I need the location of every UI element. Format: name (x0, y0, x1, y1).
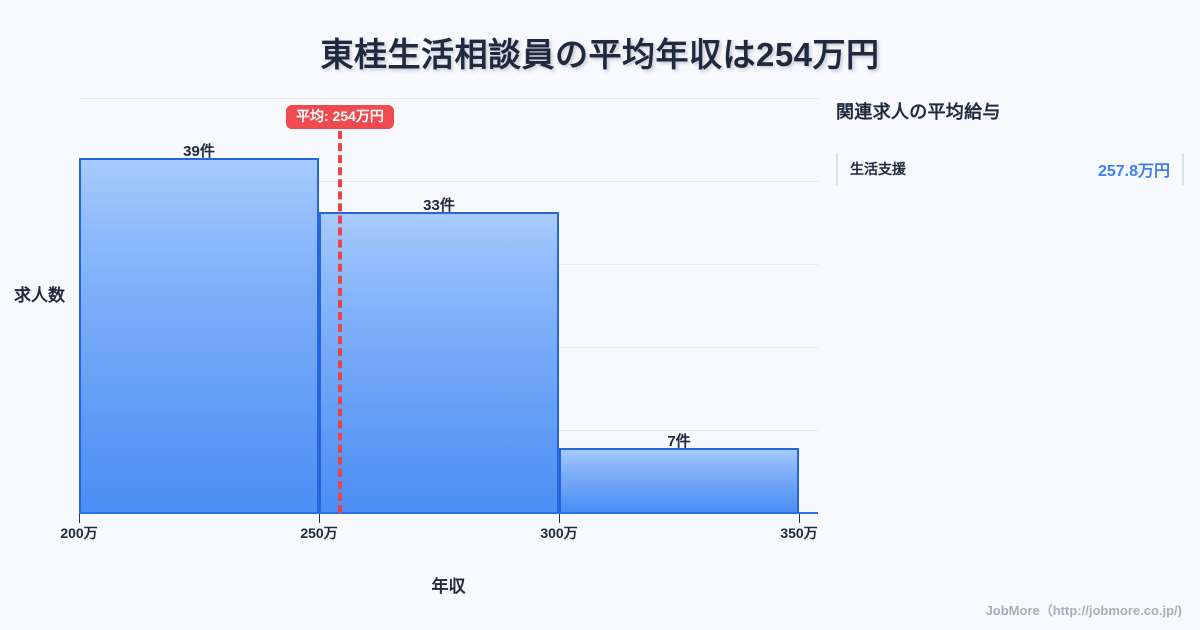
average-badge: 平均: 254万円 (286, 105, 394, 130)
bar-300-350[interactable] (559, 448, 799, 514)
salary-row-name: 生活支援 (850, 161, 906, 177)
salary-histogram-chart: 39件 33件 7件 200万 250万 300万 350万 求人数 年収 平均… (14, 98, 818, 596)
x-axis-title: 年収 (431, 577, 466, 596)
bar-200-250[interactable] (79, 158, 319, 514)
gridline (79, 98, 818, 99)
salary-row[interactable]: 生活支援 257.8万円 (836, 152, 1184, 186)
bar-label-300-350: 7件 (667, 433, 691, 450)
x-tick-mark (79, 514, 80, 523)
related-salary-heading: 関連求人の平均給与 (836, 102, 1001, 122)
page-title: 東桂生活相談員の平均年収は254万円 (320, 36, 880, 73)
x-tick-label-300: 300万 (540, 525, 578, 541)
footer-attribution[interactable]: JobMore（http://jobmore.co.jp/) (985, 603, 1182, 618)
gridline (79, 181, 818, 182)
x-tick-mark (319, 514, 320, 523)
y-axis-title: 求人数 (14, 286, 65, 305)
x-tick-mark (799, 514, 800, 523)
x-axis-line (79, 512, 818, 514)
bar-250-300[interactable] (319, 212, 559, 514)
average-line (338, 131, 342, 513)
x-tick-label-350: 350万 (780, 525, 818, 541)
bar-label-200-250: 39件 (183, 143, 215, 160)
x-tick-mark (559, 514, 560, 523)
related-salary-panel: 関連求人の平均給与 生活支援 257.8万円 (836, 98, 1184, 186)
x-tick-label-250: 250万 (300, 525, 338, 541)
x-tick-label-200: 200万 (60, 525, 98, 541)
salary-row-value: 257.8万円 (1097, 163, 1170, 180)
bar-label-250-300: 33件 (423, 197, 455, 214)
